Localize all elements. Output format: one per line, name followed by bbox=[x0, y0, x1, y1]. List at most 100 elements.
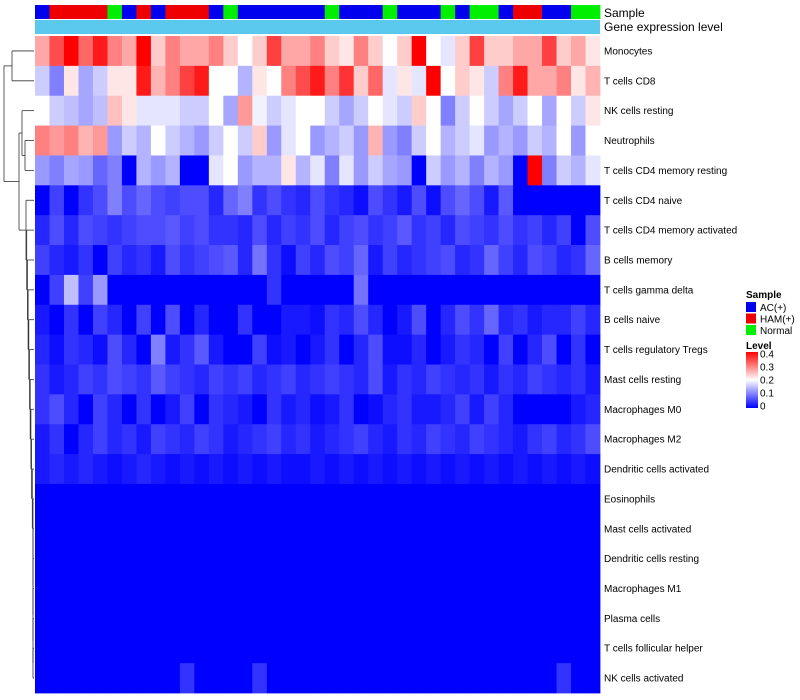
heatmap-cell bbox=[571, 364, 586, 395]
heatmap-cell bbox=[585, 65, 601, 97]
heatmap-cell bbox=[92, 65, 108, 97]
level-color-bar bbox=[746, 352, 758, 408]
heatmap-cell bbox=[63, 483, 79, 515]
heatmap-cell bbox=[35, 185, 50, 216]
heatmap-cell bbox=[223, 663, 239, 694]
heatmap-cell bbox=[585, 215, 601, 246]
heatmap-cell bbox=[49, 185, 65, 216]
heatmap-cell bbox=[266, 274, 282, 306]
heatmap-cell bbox=[382, 65, 398, 97]
heatmap-cell bbox=[411, 215, 427, 246]
heatmap-cell bbox=[368, 573, 384, 604]
heatmap-cell bbox=[165, 245, 181, 276]
heatmap-cell bbox=[455, 483, 471, 515]
heatmap-cell bbox=[136, 483, 152, 515]
heatmap-cell bbox=[121, 245, 137, 276]
heatmap-cell bbox=[165, 394, 181, 425]
heatmap-cell bbox=[498, 394, 514, 425]
row-label: T cells CD4 memory activated bbox=[604, 226, 737, 237]
heatmap-cell bbox=[179, 633, 195, 664]
heatmap-cell bbox=[455, 65, 471, 97]
heatmap-cell bbox=[63, 304, 79, 336]
heatmap-cell bbox=[295, 125, 311, 156]
heatmap-cell bbox=[194, 573, 210, 604]
heatmap-cell bbox=[556, 36, 572, 67]
heatmap-cell bbox=[469, 573, 485, 604]
heatmap-cell bbox=[63, 185, 79, 216]
heatmap-cell bbox=[165, 573, 181, 604]
heatmap-cell bbox=[35, 155, 50, 186]
heatmap-cell bbox=[339, 65, 355, 97]
heatmap-cell bbox=[397, 513, 413, 545]
heatmap-cell bbox=[252, 155, 268, 186]
heatmap-cell bbox=[324, 543, 340, 574]
heatmap-cell bbox=[150, 334, 166, 365]
heatmap-cell bbox=[397, 483, 413, 515]
heatmap-cell bbox=[527, 573, 543, 604]
heatmap-cell bbox=[513, 663, 528, 694]
heatmap-cell bbox=[585, 424, 601, 455]
heatmap-cell bbox=[484, 633, 499, 664]
heatmap-cell bbox=[571, 394, 586, 425]
heatmap-cell bbox=[165, 95, 181, 126]
heatmap-cell bbox=[237, 663, 253, 694]
heatmap-cell bbox=[179, 483, 195, 515]
heatmap-cell bbox=[484, 125, 499, 156]
heatmap-cell bbox=[527, 334, 543, 365]
heatmap-cell bbox=[498, 304, 514, 336]
heatmap-cell bbox=[252, 573, 268, 604]
heatmap-cell bbox=[498, 483, 514, 515]
heatmap-cell bbox=[382, 483, 398, 515]
heatmap-cell bbox=[542, 454, 557, 485]
heatmap-cell bbox=[121, 483, 137, 515]
heatmap-cell bbox=[411, 245, 427, 276]
heatmap-cell bbox=[252, 95, 268, 126]
heatmap-cell bbox=[107, 304, 123, 336]
heatmap-cell bbox=[78, 633, 94, 664]
heatmap-cell bbox=[194, 663, 210, 694]
heatmap-cell bbox=[237, 155, 253, 186]
heatmap-cell bbox=[136, 394, 152, 425]
sample-annotation-cell bbox=[92, 5, 108, 19]
heatmap-cell bbox=[484, 245, 499, 276]
heatmap-cell bbox=[527, 633, 543, 664]
heatmap-cell bbox=[194, 95, 210, 126]
heatmap-cell bbox=[368, 364, 384, 395]
heatmap-cell bbox=[339, 36, 355, 67]
heatmap-cell bbox=[469, 185, 485, 216]
heatmap-cell bbox=[527, 424, 543, 455]
heatmap-cell bbox=[426, 603, 442, 634]
heatmap-cell bbox=[527, 364, 543, 395]
heatmap-cell bbox=[571, 65, 586, 97]
heatmap-cell bbox=[310, 364, 326, 395]
heatmap-cell bbox=[107, 274, 123, 306]
heatmap-cell bbox=[78, 125, 94, 156]
heatmap-cell bbox=[49, 155, 65, 186]
heatmap-cell bbox=[107, 155, 123, 186]
heatmap-cell bbox=[542, 125, 557, 156]
heatmap-cell bbox=[585, 454, 601, 485]
heatmap-cell bbox=[310, 245, 326, 276]
heatmap-cell bbox=[150, 663, 166, 694]
heatmap-cell bbox=[469, 513, 485, 545]
heatmap-cell bbox=[252, 543, 268, 574]
heatmap-cell bbox=[585, 185, 601, 216]
heatmap-cell bbox=[556, 394, 572, 425]
heatmap-cell bbox=[353, 125, 369, 156]
heatmap-cell bbox=[513, 603, 528, 634]
heatmap-cell bbox=[382, 155, 398, 186]
heatmap-cell bbox=[542, 483, 557, 515]
heatmap-cell bbox=[35, 274, 50, 306]
heatmap-cell bbox=[585, 364, 601, 395]
heatmap-cell bbox=[556, 483, 572, 515]
heatmap-cell bbox=[310, 155, 326, 186]
heatmap-cell bbox=[35, 95, 50, 126]
heatmap-cell bbox=[513, 245, 528, 276]
sample-annotation-cell bbox=[49, 5, 65, 19]
heatmap-cell bbox=[353, 215, 369, 246]
heatmap-cell bbox=[411, 125, 427, 156]
heatmap-cell bbox=[527, 513, 543, 545]
heatmap-cell bbox=[208, 424, 224, 455]
heatmap-cell bbox=[339, 334, 355, 365]
heatmap-cell bbox=[194, 125, 210, 156]
